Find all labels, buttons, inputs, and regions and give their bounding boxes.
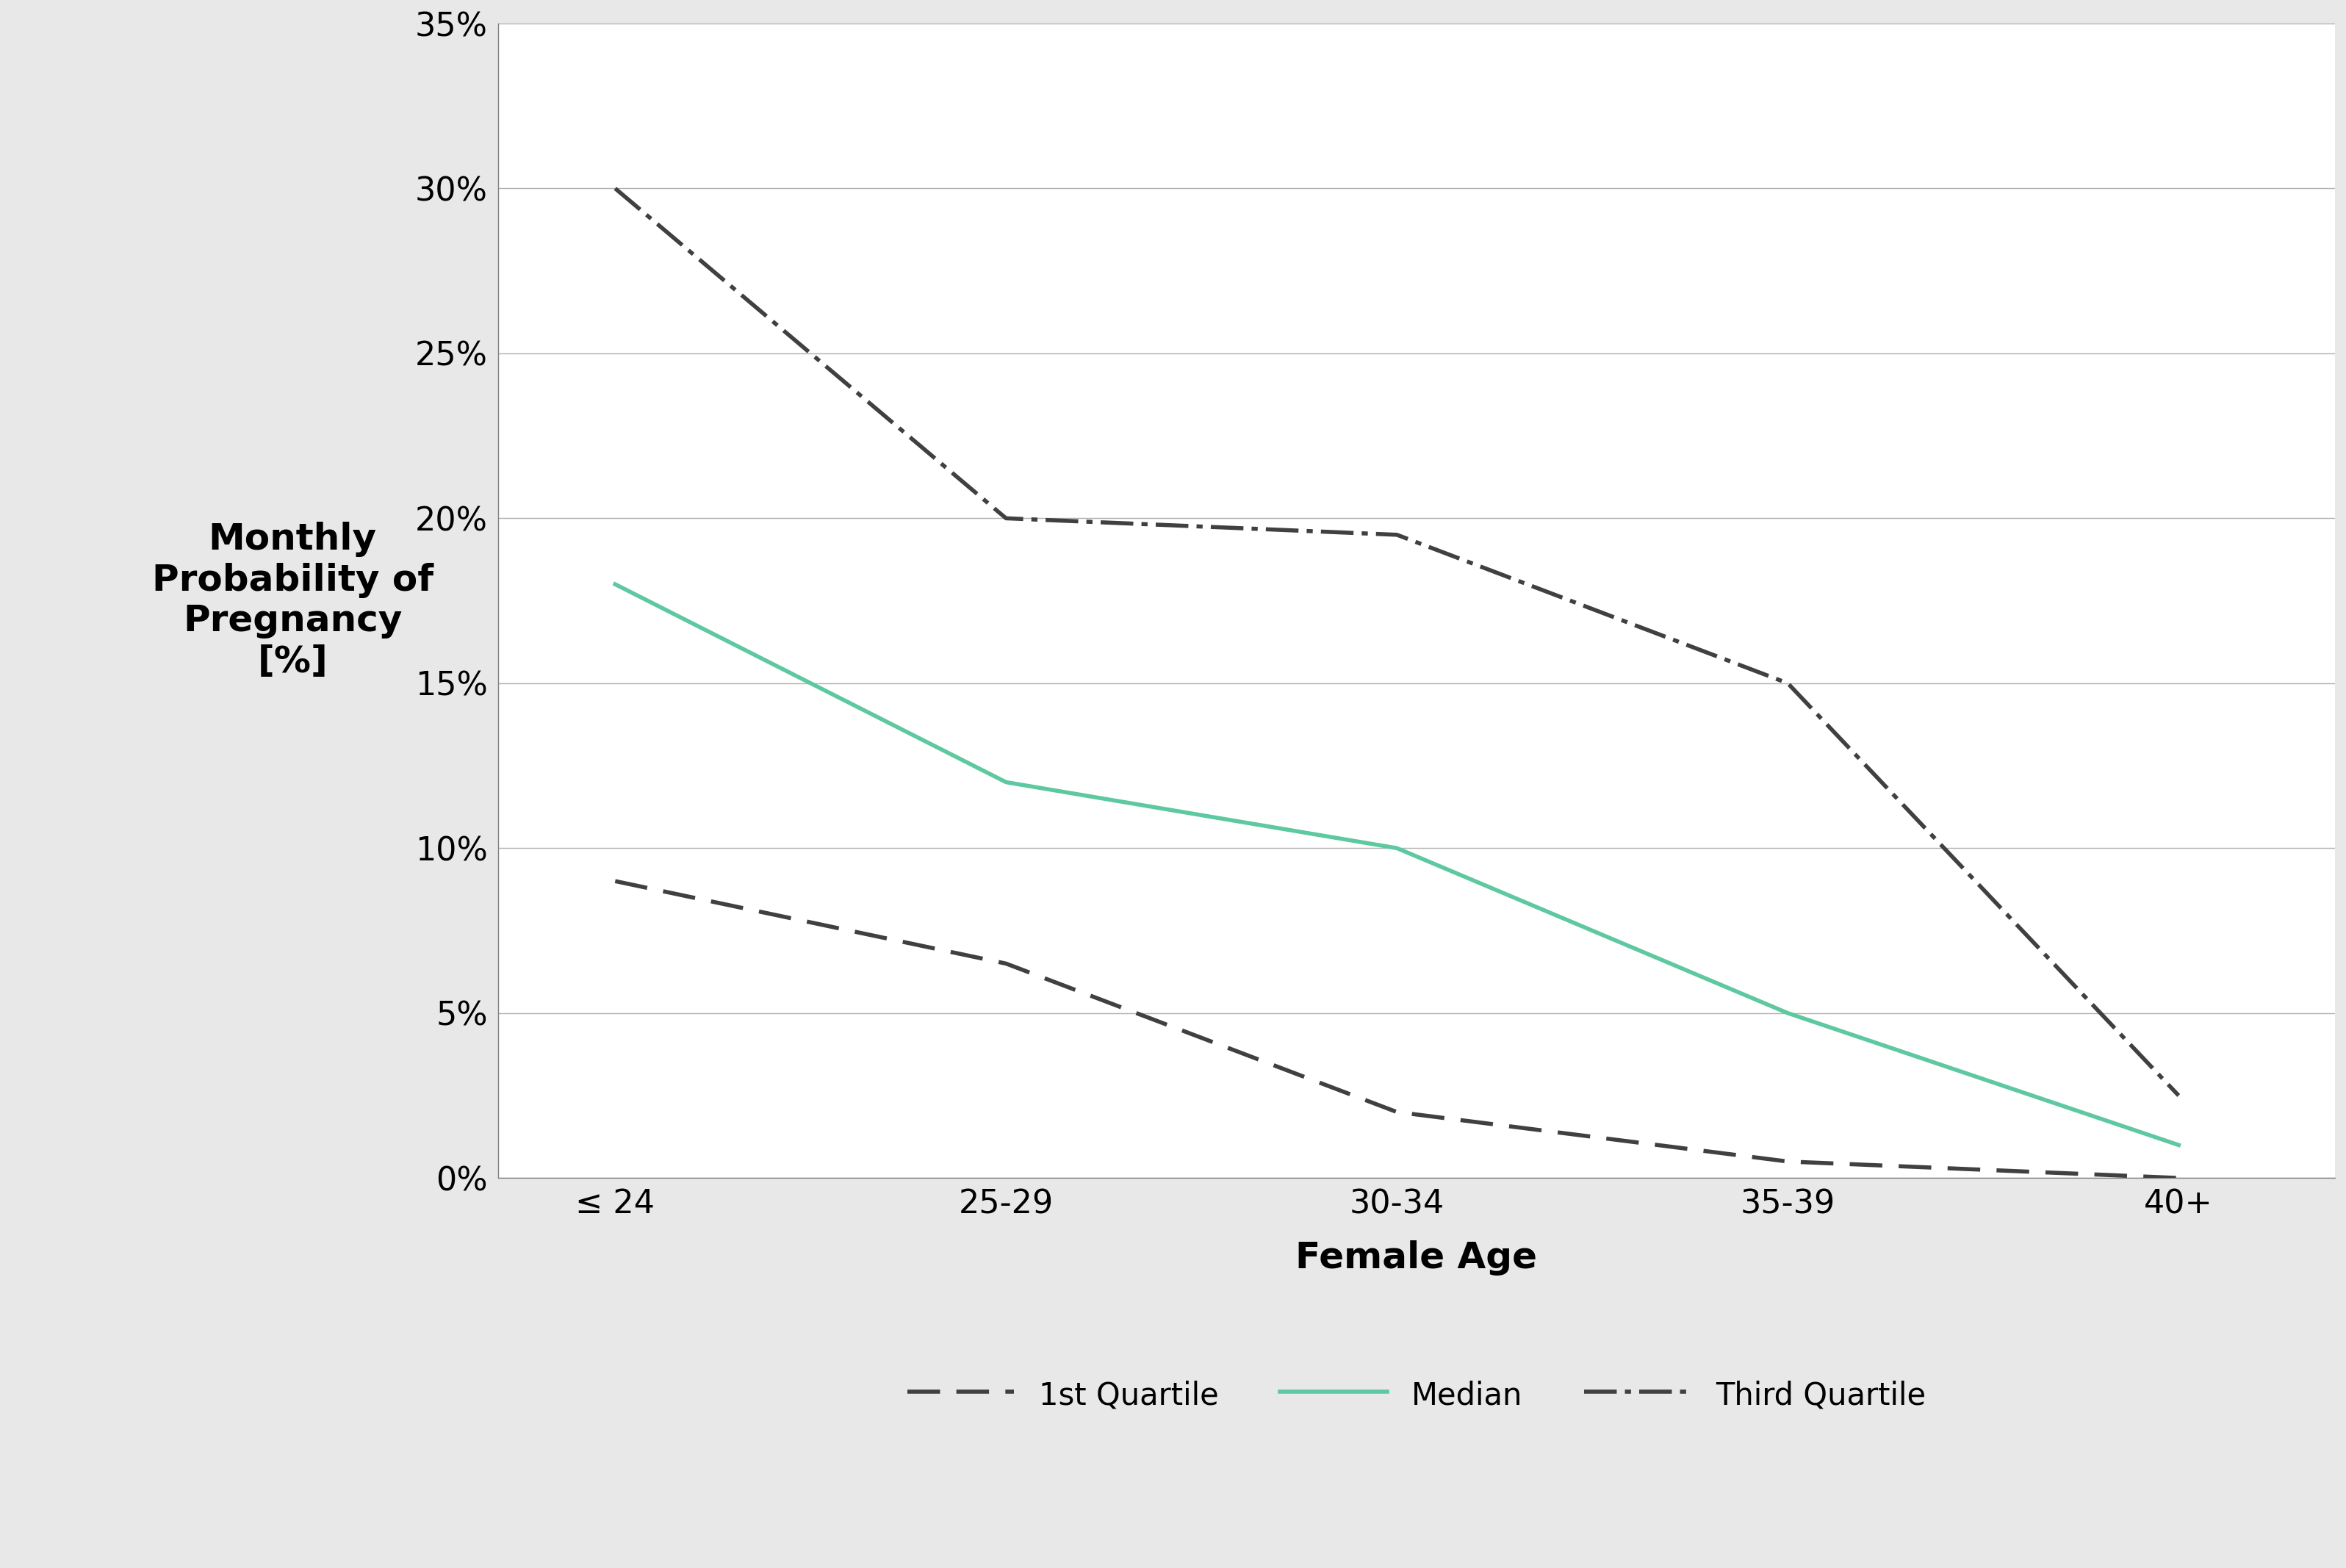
Line: Median: Median bbox=[615, 585, 2179, 1145]
Legend: 1st Quartile, Median, Third Quartile: 1st Quartile, Median, Third Quartile bbox=[894, 1366, 1938, 1424]
Median bbox=[1774, 1004, 1802, 1022]
1st Quartile bbox=[1774, 1152, 1802, 1171]
Third Quartile bbox=[2165, 1087, 2194, 1105]
Line: Third Quartile: Third Quartile bbox=[615, 188, 2179, 1096]
Median bbox=[2165, 1135, 2194, 1154]
Third Quartile bbox=[1382, 525, 1410, 544]
Median bbox=[1382, 839, 1410, 858]
Line: 1st Quartile: 1st Quartile bbox=[615, 881, 2179, 1178]
1st Quartile bbox=[601, 872, 629, 891]
X-axis label: Female Age: Female Age bbox=[1295, 1240, 1537, 1275]
Third Quartile bbox=[1774, 674, 1802, 693]
1st Quartile bbox=[1382, 1102, 1410, 1121]
Third Quartile bbox=[992, 510, 1021, 528]
Median bbox=[992, 773, 1021, 792]
1st Quartile bbox=[992, 955, 1021, 974]
1st Quartile bbox=[2165, 1168, 2194, 1187]
Median bbox=[601, 575, 629, 594]
Third Quartile bbox=[601, 179, 629, 198]
Y-axis label: Monthly
Probability of
Pregnancy
[%]: Monthly Probability of Pregnancy [%] bbox=[152, 522, 434, 679]
